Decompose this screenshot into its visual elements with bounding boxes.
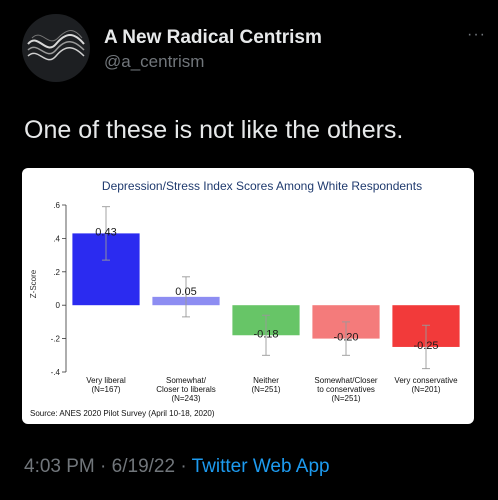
tweet-time[interactable]: 4:03 PM <box>24 456 95 477</box>
x-category-label: (N=201) <box>411 385 440 394</box>
y-tick-label: .2 <box>53 268 60 277</box>
data-label: 0.05 <box>175 286 196 298</box>
data-label: 0.43 <box>95 226 116 238</box>
chart-title: Depression/Stress Index Scores Among Whi… <box>102 179 422 193</box>
y-axis-label: Z-Score <box>29 269 38 298</box>
x-category-label: (N=243) <box>171 394 200 403</box>
chart-source: Source: ANES 2020 Pilot Survey (April 10… <box>30 409 215 418</box>
tweet-date[interactable]: 6/19/22 <box>111 456 176 477</box>
y-tick-label: 0 <box>56 301 61 310</box>
wave-logo-icon <box>27 30 85 61</box>
plot-area: .6 .4 .2 0 -.2 -.4 0.43 Very liberal(N=167) 0.05… <box>51 201 460 403</box>
chart-image[interactable]: Depression/Stress Index Scores Among Whi… <box>22 168 474 424</box>
x-category-label: Somewhat/Closer <box>314 376 377 385</box>
x-category-label: (N=167) <box>91 385 120 394</box>
y-tick-label: .4 <box>53 234 60 243</box>
data-label: -0.18 <box>253 328 278 340</box>
bar-chart: Depression/Stress Index Scores Among Whi… <box>29 179 460 418</box>
x-category-label: Very conservative <box>394 376 458 385</box>
x-category-label: (N=251) <box>251 385 280 394</box>
source-app-link[interactable]: Twitter Web App <box>191 456 330 477</box>
data-label: -0.25 <box>413 340 438 352</box>
more-options-icon[interactable]: ··· <box>467 26 486 43</box>
tweet-text: One of these is not like the others. <box>24 116 404 144</box>
y-tick-label: .6 <box>53 201 60 210</box>
tweet-meta: 4:03 PM · 6/19/22 · Twitter Web App <box>24 456 330 478</box>
separator: · <box>94 456 112 477</box>
x-category-label: Neither <box>253 376 279 385</box>
y-tick-label: -.2 <box>51 335 61 344</box>
author-display-name[interactable]: A New Radical Centrism <box>104 27 322 48</box>
x-category-label: (N=251) <box>331 394 360 403</box>
author-handle[interactable]: @a_centrism <box>104 52 205 71</box>
data-label: -0.20 <box>333 332 358 344</box>
avatar[interactable] <box>22 14 90 82</box>
x-category-label: Very liberal <box>86 376 126 385</box>
separator: · <box>175 456 192 477</box>
x-category-label: Somewhat/ <box>166 376 207 385</box>
x-category-label: to conservatives <box>317 385 375 394</box>
y-tick-label: -.4 <box>51 368 61 377</box>
x-category-label: Closer to liberals <box>156 385 216 394</box>
